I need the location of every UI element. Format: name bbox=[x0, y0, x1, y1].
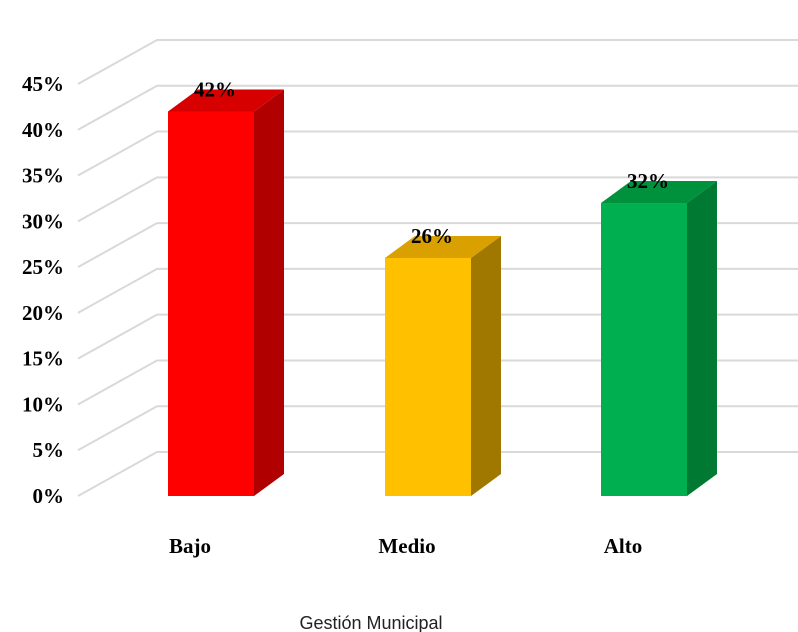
bar bbox=[168, 89, 284, 496]
y-tick-label: 25% bbox=[22, 255, 64, 279]
y-tick-label: 20% bbox=[22, 301, 64, 325]
gridline bbox=[77, 405, 798, 452]
x-axis-categories: Bajo Medio Alto bbox=[169, 534, 642, 558]
bar-top bbox=[168, 89, 284, 112]
y-tick-label: 5% bbox=[33, 438, 65, 462]
category-label: Alto bbox=[604, 534, 643, 558]
bar-top bbox=[385, 235, 501, 258]
gridline bbox=[77, 313, 798, 360]
gridline bbox=[77, 176, 798, 223]
bar-side bbox=[687, 181, 717, 496]
bar bbox=[385, 235, 501, 496]
bar-side bbox=[471, 235, 501, 496]
category-label: Medio bbox=[378, 534, 435, 558]
gridline bbox=[77, 222, 798, 268]
gridline bbox=[77, 84, 798, 131]
data-label: 32% bbox=[627, 169, 669, 193]
y-tick-label: 0% bbox=[33, 484, 65, 508]
y-tick-label: 35% bbox=[22, 164, 64, 188]
gridline bbox=[77, 451, 798, 497]
bar bbox=[601, 181, 717, 496]
bar-side bbox=[254, 89, 284, 496]
bar-top bbox=[601, 181, 717, 204]
bar-front bbox=[168, 111, 254, 496]
category-label: Bajo bbox=[169, 534, 211, 558]
bars bbox=[168, 89, 717, 496]
bar-front bbox=[601, 203, 687, 496]
bar-front bbox=[385, 257, 471, 496]
y-tick-label: 10% bbox=[22, 392, 64, 416]
data-label: 42% bbox=[194, 77, 236, 101]
y-tick-label: 45% bbox=[22, 72, 64, 96]
gridline bbox=[77, 267, 798, 314]
data-label: 26% bbox=[411, 224, 453, 248]
gridline bbox=[77, 130, 798, 177]
gridline bbox=[77, 359, 798, 406]
y-axis-ticks: 0% 5% 10% 15% 20% 25% 30% 35% 40% 45% bbox=[22, 72, 64, 508]
gridline bbox=[77, 39, 798, 85]
y-tick-label: 30% bbox=[22, 209, 64, 233]
y-tick-label: 15% bbox=[22, 347, 64, 371]
y-tick-label: 40% bbox=[22, 118, 64, 142]
gridlines bbox=[77, 39, 798, 497]
x-axis-title: Gestión Municipal bbox=[299, 613, 442, 632]
data-labels: 42% 26% 32% bbox=[194, 77, 669, 247]
